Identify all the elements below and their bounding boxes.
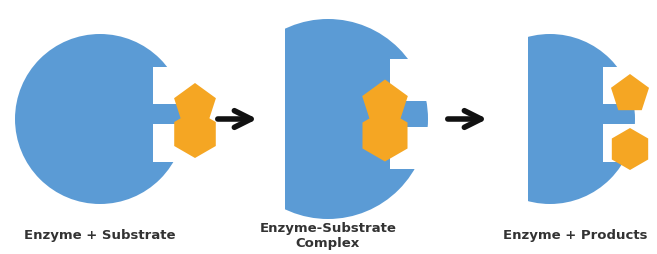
Bar	[390, 59, 438, 101]
Bar	[390, 127, 438, 169]
Bar	[152, 67, 195, 104]
Bar	[190, 93, 200, 122]
Text: Enzyme + Products: Enzyme + Products	[503, 230, 647, 243]
Bar	[428, 9, 528, 229]
Bar	[185, 24, 285, 214]
Polygon shape	[174, 83, 216, 123]
Circle shape	[228, 19, 428, 219]
Bar	[380, 90, 390, 122]
Circle shape	[465, 34, 635, 204]
Bar	[602, 67, 645, 104]
Bar	[152, 124, 195, 162]
Text: Enzyme-Substrate
Complex: Enzyme-Substrate Complex	[260, 222, 396, 250]
Circle shape	[15, 34, 185, 204]
Bar	[635, 24, 657, 214]
Polygon shape	[612, 128, 648, 170]
Polygon shape	[363, 109, 407, 162]
Polygon shape	[362, 80, 408, 123]
Polygon shape	[174, 110, 215, 158]
Bar	[602, 124, 645, 162]
Text: Enzyme + Substrate: Enzyme + Substrate	[24, 230, 176, 243]
Polygon shape	[611, 74, 649, 110]
